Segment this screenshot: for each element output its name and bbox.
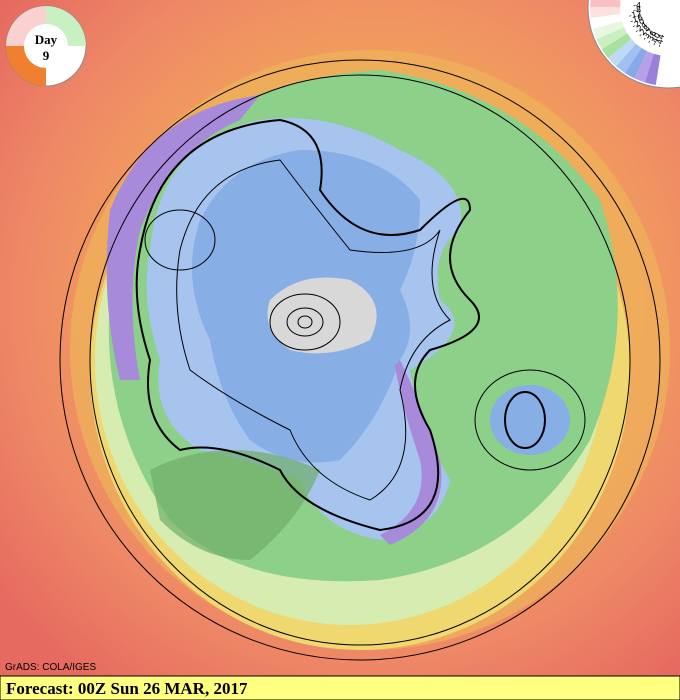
legend-label: -12 (628, 9, 643, 20)
legend-swatch (590, 14, 622, 29)
legend-swatch (644, 53, 661, 86)
legend-swatch (592, 20, 625, 40)
legend-swatch (590, 6, 621, 18)
footer-text: Forecast: 00Z Sun 26 MAR, 2017 (6, 679, 248, 698)
legend-label: -4 (633, 1, 642, 11)
map-field (70, 50, 670, 650)
footer-bar (0, 675, 680, 700)
contours (59, 59, 661, 661)
legend-swatch (608, 38, 637, 67)
legend-label: -44 (655, 33, 667, 48)
legend-hub (644, 0, 680, 32)
legend-swatch (596, 27, 628, 50)
day-number: 9 (43, 48, 50, 63)
legend-swatch (624, 48, 648, 79)
legend-label: -40 (649, 32, 662, 47)
legend-swatch (590, 0, 621, 8)
legend-swatch (601, 33, 632, 59)
color-legend: -4-8-12-16-20-24-28-32-36-40-44 (587, 0, 680, 89)
day-badge: Day 9 (5, 5, 87, 87)
legend-label: -16 (629, 13, 644, 26)
legend-swatch (616, 43, 642, 74)
legend-label: -8 (633, 5, 641, 14)
credit: GrADS: COLA/IGES (5, 662, 96, 673)
day-label: Day (35, 32, 58, 47)
legend-swatch (634, 51, 654, 83)
